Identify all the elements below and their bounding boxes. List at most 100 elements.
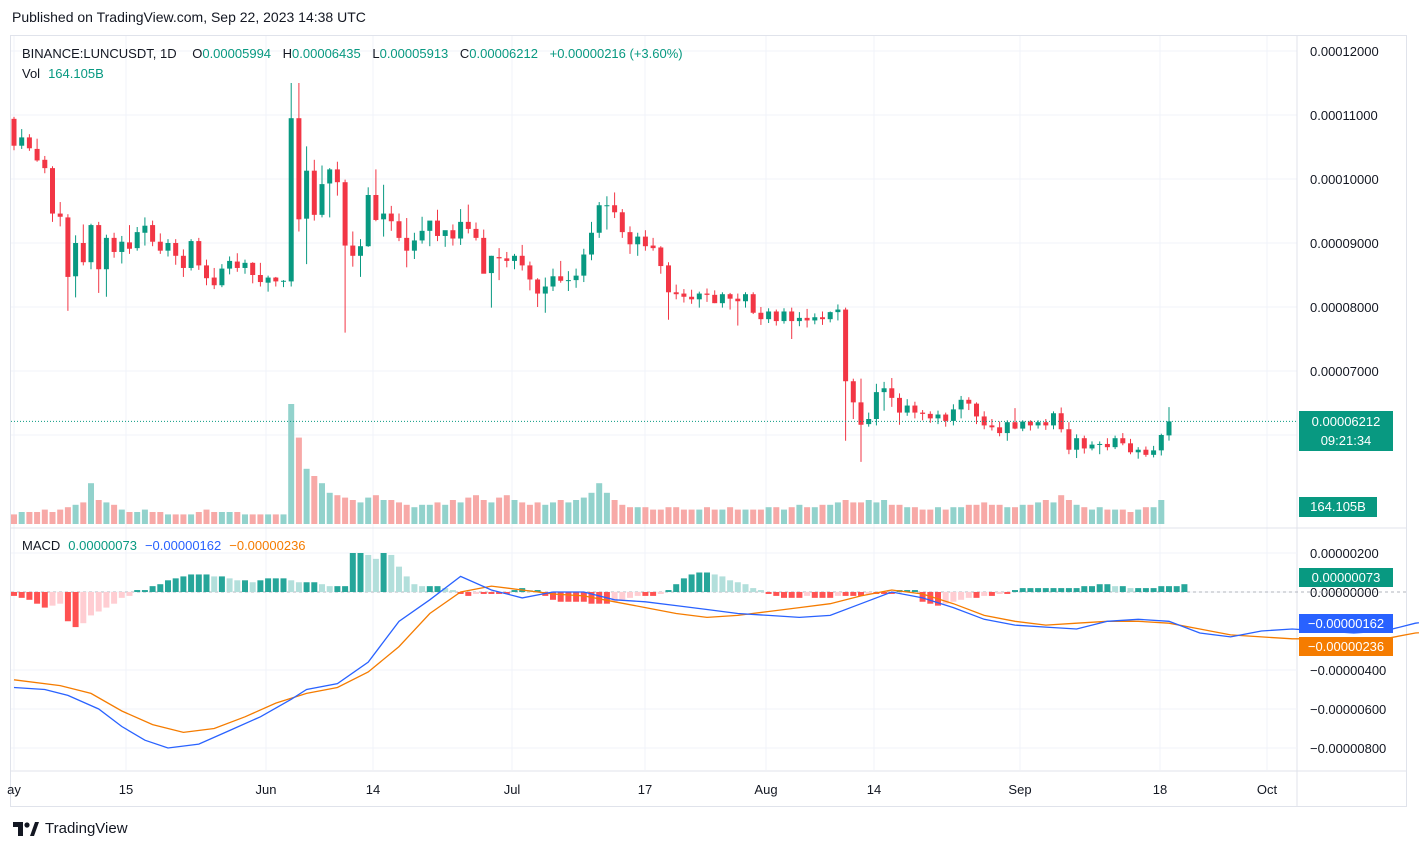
- candle-body: [204, 265, 209, 279]
- candle-body: [411, 240, 417, 251]
- macd-key[interactable]: MACD: [22, 538, 61, 553]
- macd-histogram-bar: [773, 592, 780, 596]
- volume-bar: [103, 502, 110, 524]
- macd-histogram-bar: [981, 592, 988, 596]
- macd-histogram-value: 0.00000073: [68, 538, 137, 553]
- candle-body: [165, 243, 171, 251]
- candle-body: [974, 403, 979, 417]
- candle-body: [57, 213, 63, 217]
- macd-histogram-bar: [819, 592, 826, 598]
- candle-body: [981, 416, 987, 426]
- symbol-label[interactable]: BINANCE:LUNCUSDT, 1D: [22, 46, 177, 61]
- volume-bar: [935, 507, 941, 524]
- candle-body: [1112, 438, 1118, 448]
- volume-bar: [788, 507, 795, 524]
- candle-body: [735, 298, 741, 302]
- volume-bar: [734, 509, 741, 524]
- volume-bar: [619, 504, 626, 524]
- macd-histogram-bar: [611, 592, 618, 602]
- candle-body: [750, 294, 756, 313]
- brand-name: TradingView: [45, 820, 128, 837]
- tradingview-brand[interactable]: TradingView: [13, 820, 128, 837]
- volume-bar: [380, 500, 387, 524]
- time-axis-label: 14: [366, 782, 380, 797]
- candle-body: [835, 309, 841, 313]
- open-value: 0.00005994: [202, 46, 272, 61]
- candle-body: [743, 294, 748, 302]
- volume-bar: [1004, 507, 1011, 524]
- volume-bar: [95, 500, 102, 524]
- macd-histogram-bar: [149, 586, 156, 592]
- change-value: +0.00000216 (+3.60%): [549, 46, 683, 61]
- candle-body: [535, 279, 541, 294]
- macd-histogram-bar: [442, 588, 449, 592]
- macd-histogram-bar: [126, 592, 133, 596]
- candle-body: [373, 195, 379, 220]
- candle-body: [1143, 449, 1149, 455]
- volume-key[interactable]: Vol: [22, 66, 41, 81]
- macd-histogram-bar: [996, 592, 1003, 594]
- volume-bar: [688, 509, 695, 524]
- macd-histogram-bar: [1081, 586, 1088, 592]
- candle-body: [912, 405, 918, 413]
- volume-bar: [996, 504, 1003, 524]
- candle-body: [866, 419, 872, 425]
- candle-body: [673, 292, 679, 295]
- macd-histogram-bar: [942, 592, 949, 604]
- macd-histogram-bar: [95, 592, 102, 612]
- macd-histogram-bar: [704, 572, 710, 592]
- volume-bar: [573, 500, 580, 524]
- candle-body: [427, 220, 433, 231]
- volume-bar: [1073, 504, 1080, 524]
- macd-histogram-bar: [372, 558, 379, 592]
- volume-bar: [827, 504, 834, 524]
- volume-bar: [242, 514, 248, 524]
- volume-bar: [1050, 502, 1057, 524]
- macd-histogram-bar: [503, 592, 510, 594]
- time-axis-label: Aug: [754, 782, 777, 797]
- candle-body: [1158, 435, 1164, 451]
- volume-tag: 164.105B: [1299, 497, 1377, 517]
- volume-bar: [457, 502, 464, 524]
- candle-body: [565, 280, 571, 282]
- candle-body: [1135, 449, 1141, 453]
- candle-body: [319, 184, 325, 215]
- macd-signal-value: −0.00000236: [229, 538, 306, 553]
- candle-body: [1081, 438, 1087, 449]
- macd-histogram-bar: [188, 574, 195, 592]
- macd-histogram-bar: [765, 592, 772, 594]
- macd-histogram-bar: [919, 592, 926, 602]
- macd-histogram-bar: [742, 584, 749, 592]
- macd-line: [13, 575, 1419, 749]
- volume-bar: [719, 509, 726, 524]
- candle-body: [1035, 422, 1041, 426]
- volume-bar: [534, 502, 541, 524]
- macd-histogram-bar: [696, 572, 703, 592]
- macd-histogram-bar: [642, 592, 649, 596]
- volume-bar: [11, 514, 17, 524]
- volume-bar: [311, 476, 318, 524]
- macd-histogram-bar: [1119, 586, 1126, 592]
- candle-body: [642, 236, 648, 247]
- candle-body: [504, 258, 510, 261]
- volume-bar: [265, 514, 272, 524]
- macd-histogram-bar: [965, 592, 972, 598]
- macd-histogram-bar: [419, 586, 426, 592]
- chart-frame[interactable]: [10, 35, 1407, 807]
- volume-bar: [858, 502, 864, 524]
- candle-body: [843, 309, 849, 382]
- candle-body: [396, 221, 402, 238]
- volume-bar: [188, 514, 195, 524]
- volume-bar: [680, 509, 687, 524]
- volume-bar: [57, 509, 64, 524]
- macd-histogram-bar: [927, 592, 934, 604]
- volume-bar: [64, 507, 71, 524]
- candle-body: [127, 242, 132, 249]
- macd-histogram-bar: [1181, 584, 1188, 592]
- volume-bar: [88, 483, 94, 524]
- candle-body: [689, 296, 695, 300]
- candle-body: [227, 260, 233, 269]
- volume-bar: [665, 507, 672, 524]
- volume-bar: [1096, 507, 1103, 524]
